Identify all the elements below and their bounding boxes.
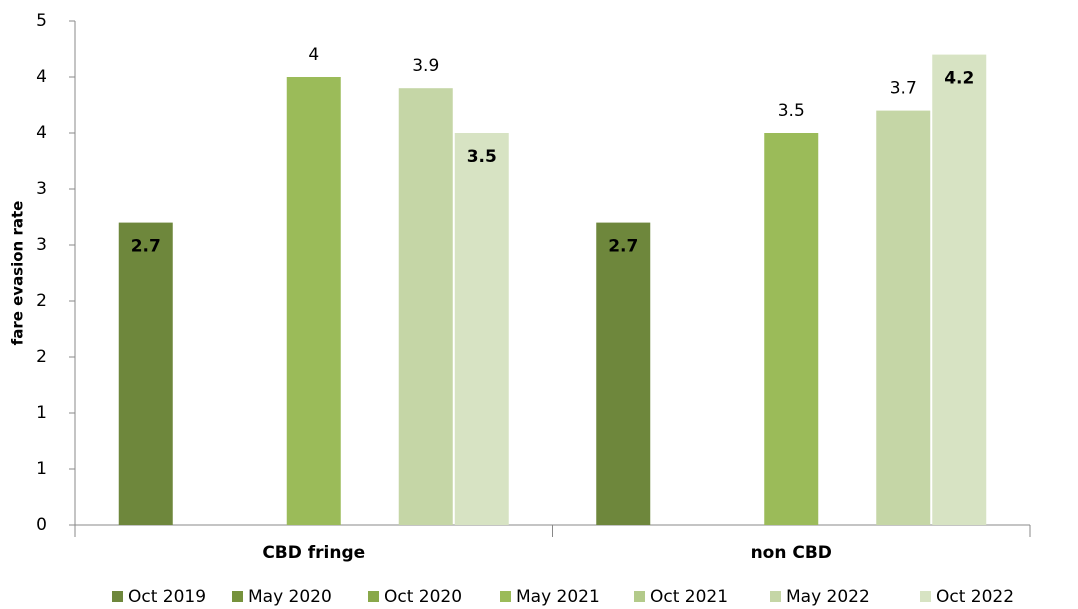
bar xyxy=(876,110,931,525)
y-tick-label: 4 xyxy=(36,67,47,87)
y-axis-title: fare evasion rate xyxy=(9,201,27,346)
legend-label: Oct 2022 xyxy=(936,587,1014,607)
bar xyxy=(596,222,651,525)
bar xyxy=(398,88,453,525)
legend-label: May 2021 xyxy=(516,587,600,607)
legend-swatch xyxy=(770,591,781,602)
x-tick-label: CBD fringe xyxy=(262,543,365,563)
legend-swatch xyxy=(920,591,931,602)
legend-swatch xyxy=(232,591,243,602)
legend-label: Oct 2019 xyxy=(128,587,206,607)
y-tick-label: 3 xyxy=(36,179,47,199)
legend-label: May 2020 xyxy=(248,587,332,607)
y-tick-label: 2 xyxy=(36,347,47,367)
value-label: 3.9 xyxy=(412,56,439,76)
legend-swatch xyxy=(368,591,379,602)
legend-swatch xyxy=(634,591,645,602)
y-tick-label: 0 xyxy=(36,515,47,535)
value-label: 4 xyxy=(308,45,319,65)
bar xyxy=(764,133,819,525)
value-label: 4.2 xyxy=(944,69,974,89)
x-tick-label: non CBD xyxy=(751,543,832,563)
bar xyxy=(286,77,341,525)
legend-label: Oct 2020 xyxy=(384,587,462,607)
legend-swatch xyxy=(500,591,511,602)
value-label: 3.5 xyxy=(778,101,805,121)
legend-swatch xyxy=(112,591,123,602)
value-label: 3.7 xyxy=(890,79,917,99)
value-label: 3.5 xyxy=(467,147,497,167)
legend-label: May 2022 xyxy=(786,587,870,607)
y-tick-label: 4 xyxy=(36,123,47,143)
bar xyxy=(118,222,173,525)
y-tick-label: 2 xyxy=(36,291,47,311)
value-label: 2.7 xyxy=(131,237,161,257)
legend-label: Oct 2021 xyxy=(650,587,728,607)
bar xyxy=(454,133,509,525)
y-tick-label: 1 xyxy=(36,403,47,423)
value-label: 2.7 xyxy=(608,237,638,257)
y-tick-label: 5 xyxy=(36,11,47,31)
y-tick-label: 3 xyxy=(36,235,47,255)
bar xyxy=(932,54,987,525)
y-tick-label: 1 xyxy=(36,459,47,479)
